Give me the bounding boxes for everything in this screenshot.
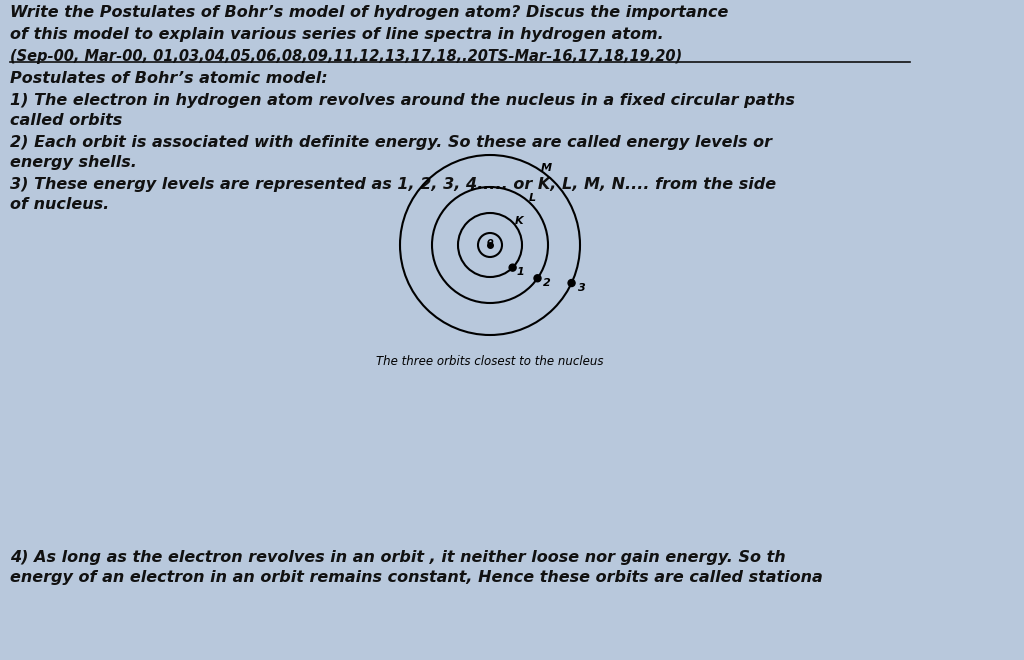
Text: The three orbits closest to the nucleus: The three orbits closest to the nucleus bbox=[376, 355, 604, 368]
Text: 2) Each orbit is associated with definite energy. So these are called energy lev: 2) Each orbit is associated with definit… bbox=[10, 135, 772, 150]
Text: 1) The electron in hydrogen atom revolves around the nucleus in a fixed circular: 1) The electron in hydrogen atom revolve… bbox=[10, 93, 795, 108]
Text: Write the Postulates of Bohr’s model of hydrogen atom? Discus the importance: Write the Postulates of Bohr’s model of … bbox=[10, 5, 728, 20]
Text: 4) As long as the electron revolves in an orbit , it neither loose nor gain ener: 4) As long as the electron revolves in a… bbox=[10, 550, 785, 565]
Text: (Sep-00, Mar-00, 01,03,04,05,06,08,09,11,12,13,17,18,.20TS-Mar-16,17,18,19,20): (Sep-00, Mar-00, 01,03,04,05,06,08,09,11… bbox=[10, 49, 682, 64]
Text: called orbits: called orbits bbox=[10, 113, 122, 128]
Text: K: K bbox=[515, 216, 524, 226]
Text: energy shells.: energy shells. bbox=[10, 155, 137, 170]
Text: of this model to explain various series of line spectra in hydrogen atom.: of this model to explain various series … bbox=[10, 27, 664, 42]
Text: L: L bbox=[528, 193, 536, 203]
Text: 1: 1 bbox=[517, 267, 524, 277]
Circle shape bbox=[534, 275, 541, 282]
Text: o: o bbox=[486, 237, 494, 247]
Text: energy of an electron in an orbit remains constant, Hence these orbits are calle: energy of an electron in an orbit remain… bbox=[10, 570, 822, 585]
Text: Postulates of Bohr’s atomic model:: Postulates of Bohr’s atomic model: bbox=[10, 71, 328, 86]
Text: 2: 2 bbox=[543, 279, 550, 288]
Text: 3: 3 bbox=[578, 283, 586, 293]
Circle shape bbox=[568, 280, 575, 286]
Text: of nucleus.: of nucleus. bbox=[10, 197, 110, 212]
Circle shape bbox=[509, 264, 516, 271]
Text: 3) These energy levels are represented as 1, 2, 3, 4..... or K, L, M, N.... from: 3) These energy levels are represented a… bbox=[10, 177, 776, 192]
Text: M: M bbox=[541, 163, 552, 174]
